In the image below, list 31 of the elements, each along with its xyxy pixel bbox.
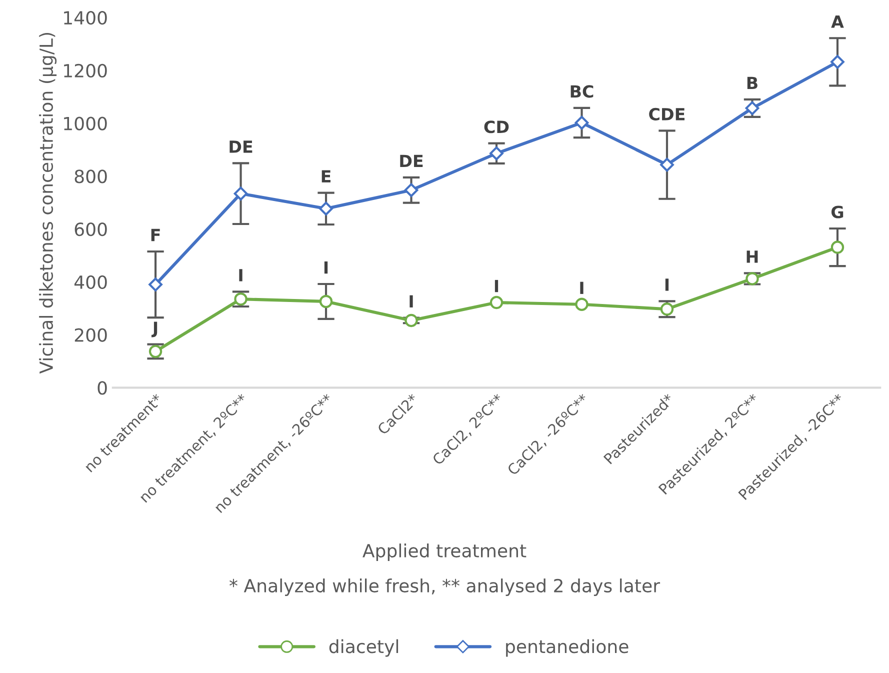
y-tick-label: 0 (98, 381, 107, 395)
y-tick-label: 1200 (64, 64, 107, 78)
annotation: I (410, 295, 413, 308)
y-tick-label: 800 (74, 170, 107, 184)
text: * Analyzed while fresh, ** analysed 2 days later (230, 578, 660, 596)
y-tick-label: 600 (74, 222, 107, 236)
annotation: G (831, 206, 844, 218)
annotation: DE (230, 140, 252, 153)
annotation: F (151, 228, 160, 242)
x-axis-title: Applied treatment (362, 544, 526, 561)
y-tick-label: 1000 (64, 116, 107, 130)
legend-label: pentanedione (506, 639, 628, 657)
annotation: A (831, 16, 844, 28)
annotation: I (494, 280, 498, 292)
y-axis-title: Vicinal diketones concentration (µg/L) (39, 32, 57, 374)
annotation: I (580, 282, 584, 294)
annotation: I (324, 261, 328, 274)
annotation: I (239, 269, 242, 282)
legend-label: diacetyl (329, 639, 398, 657)
annotation: H (746, 250, 758, 263)
annotation: B (747, 76, 758, 90)
annotation: BC (570, 85, 594, 98)
annotation: DE (400, 154, 423, 168)
annotation: I (665, 278, 669, 291)
y-tick-label: 400 (74, 275, 107, 290)
annotation: CD (484, 120, 509, 134)
annotation: CDE (649, 108, 684, 120)
annotation: E (322, 170, 330, 182)
y-tick-label: 200 (74, 328, 107, 342)
annotation: J (151, 322, 158, 338)
y-tick-label: 1400 (64, 10, 107, 25)
